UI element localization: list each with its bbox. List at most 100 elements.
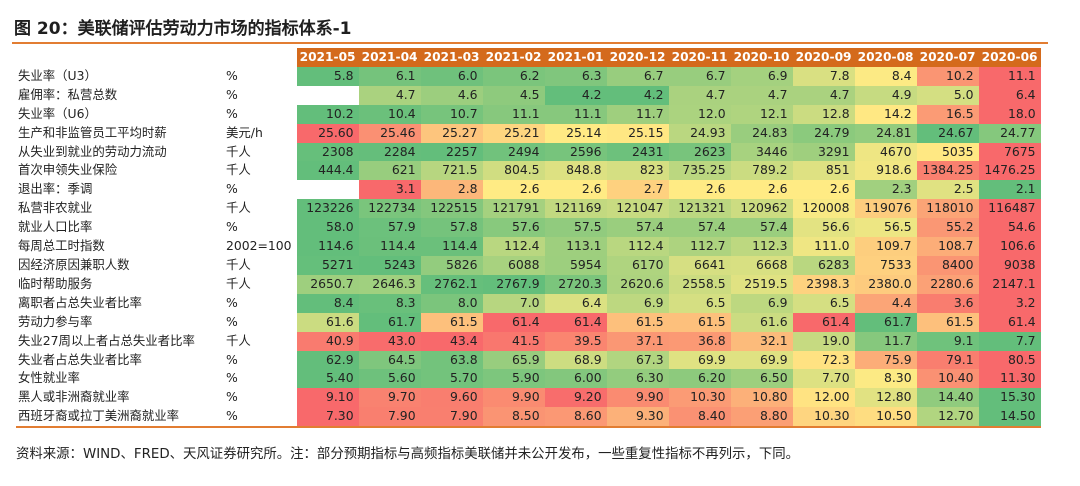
value-cell: 2646.3	[358, 274, 421, 294]
column-header-2021-04: 2021-04	[358, 48, 421, 67]
indicator-unit: 千人	[226, 162, 251, 178]
value-cell: 3.2	[978, 293, 1041, 313]
value-cell: 2380.0	[854, 274, 917, 294]
value-cell: 4.7	[792, 85, 855, 105]
table-row: 雇佣率：私营总数% 4.7 4.6 4.5 4.2 4.2 4.7 4.7 4.7 4.9 5.0 6…	[16, 85, 1041, 105]
value-cell: 32.1	[730, 331, 793, 351]
value-cell: 848.8	[544, 161, 607, 181]
value-cell: 9038	[978, 255, 1041, 275]
value-cell: 9.10	[296, 388, 359, 408]
value-cell: 9.70	[358, 388, 421, 408]
indicator-unit: %	[226, 351, 238, 367]
table-row: 黑人或非洲裔就业率% 9.10 9.70 9.60 9.90 9.20 9.90 10.30 1…	[16, 388, 1041, 408]
value-cell: 2650.7	[296, 274, 359, 294]
value-cell: 6.3	[544, 66, 607, 86]
value-cell: 6.4	[978, 85, 1041, 105]
value-cell: 57.6	[482, 218, 545, 238]
table-row: 临时帮助服务 千人 2650.7 2646.3 2762.1 2767.9 2720.3 26…	[16, 274, 1041, 294]
value-cell: 6.20	[668, 369, 731, 389]
header-blank-cell	[16, 48, 226, 67]
value-cell: 8.3	[358, 293, 421, 313]
value-cell: 2494	[482, 142, 545, 162]
value-cell: 40.9	[296, 331, 359, 351]
value-cell: 4.9	[854, 85, 917, 105]
value-cell: 7.8	[792, 66, 855, 86]
value-cell: 6170	[606, 255, 669, 275]
value-cell: 823	[606, 161, 669, 181]
value-cell: 2620.6	[606, 274, 669, 294]
indicator-unit: 千人	[226, 275, 251, 291]
value-cell: 9.90	[482, 388, 545, 408]
value-cell: 119076	[854, 199, 917, 219]
value-cell: 62.9	[296, 350, 359, 370]
value-cell: 7.30	[296, 407, 359, 429]
value-cell: 3.1	[358, 180, 421, 200]
value-cell: 11.7	[854, 331, 917, 351]
value-cell: 41.5	[482, 331, 545, 351]
figure-title: 图 20：美联储评估劳动力市场的指标体系-1	[14, 19, 352, 39]
value-cell: 6668	[730, 255, 793, 275]
value-cell: 10.4	[358, 104, 421, 124]
value-cell: 25.14	[544, 123, 607, 143]
value-cell: 11.1	[978, 66, 1041, 86]
value-cell: 8.0	[420, 293, 483, 313]
value-cell: 7533	[854, 255, 917, 275]
value-cell: 57.4	[730, 218, 793, 238]
value-cell: 7.70	[792, 369, 855, 389]
value-cell: 6641	[668, 255, 731, 275]
value-cell: 16.5	[916, 104, 979, 124]
column-header-2020-07: 2020-07	[916, 48, 979, 67]
value-cell: 120008	[792, 199, 855, 219]
value-cell: 63.8	[420, 350, 483, 370]
value-cell: 25.46	[358, 123, 421, 143]
value-cell: 121169	[544, 199, 607, 219]
value-cell: 61.6	[296, 312, 359, 332]
value-cell: 789.2	[730, 161, 793, 181]
value-cell: 7.0	[482, 293, 545, 313]
value-cell: 10.2	[296, 104, 359, 124]
source-note: 资料来源：WIND、FRED、天风证券研究所。注：部分预期指标与高频指标美联储并…	[16, 447, 799, 462]
table-row: 离职者占总失业者比率% 8.4 8.3 8.0 7.0 6.4 6.9 6.5 6.9 6.5 4.…	[16, 293, 1041, 313]
value-cell: 6.7	[606, 66, 669, 86]
value-cell: 5.60	[358, 369, 421, 389]
value-cell: 8.40	[668, 407, 731, 429]
value-cell: 6.00	[544, 369, 607, 389]
value-cell: 61.5	[668, 312, 731, 332]
value-cell: 8.4	[854, 66, 917, 86]
indicator-name: 失业率（U3）	[18, 67, 97, 83]
value-cell: 5826	[420, 255, 483, 275]
value-cell: 64.5	[358, 350, 421, 370]
value-cell: 118010	[916, 199, 979, 219]
value-cell: 8.80	[730, 407, 793, 429]
table-row: 西班牙裔或拉丁美洲裔就业率% 7.30 7.90 7.90 8.50 8.60 9.30 8.…	[16, 407, 1041, 429]
value-cell: 5.40	[296, 369, 359, 389]
value-cell: 15.30	[978, 388, 1041, 408]
value-cell: 621	[358, 161, 421, 181]
value-cell: 4.5	[482, 85, 545, 105]
value-cell: 57.5	[544, 218, 607, 238]
value-cell	[296, 85, 359, 105]
value-cell: 9.60	[420, 388, 483, 408]
value-cell: 10.40	[916, 369, 979, 389]
value-cell: 5.8	[296, 66, 359, 86]
indicator-unit: 千人	[226, 200, 251, 216]
value-cell: 918.6	[854, 161, 917, 181]
value-cell: 2623	[668, 142, 731, 162]
value-cell: 8.50	[482, 407, 545, 429]
value-cell: 112.7	[668, 237, 731, 256]
value-cell: 121321	[668, 199, 731, 219]
value-cell: 113.1	[544, 237, 607, 256]
value-cell: 6.9	[730, 66, 793, 86]
table-row: 失业率（U6）% 10.2 10.4 10.7 11.1 11.1 11.7 12.0 12.1…	[16, 104, 1041, 124]
value-cell: 9.30	[606, 407, 669, 429]
value-cell: 7.90	[358, 407, 421, 429]
value-cell: 25.27	[420, 123, 483, 143]
value-cell: 116487	[978, 199, 1041, 219]
value-cell: 6.0	[420, 66, 483, 86]
value-cell: 2280.6	[916, 274, 979, 294]
table-row: 女性就业率% 5.40 5.60 5.70 5.90 6.00 6.30 6.20 6.50 7.…	[16, 369, 1041, 389]
value-cell: 2.5	[916, 180, 979, 200]
value-cell: 1384.25	[916, 161, 979, 181]
value-cell: 5954	[544, 255, 607, 275]
value-cell: 24.79	[792, 123, 855, 143]
